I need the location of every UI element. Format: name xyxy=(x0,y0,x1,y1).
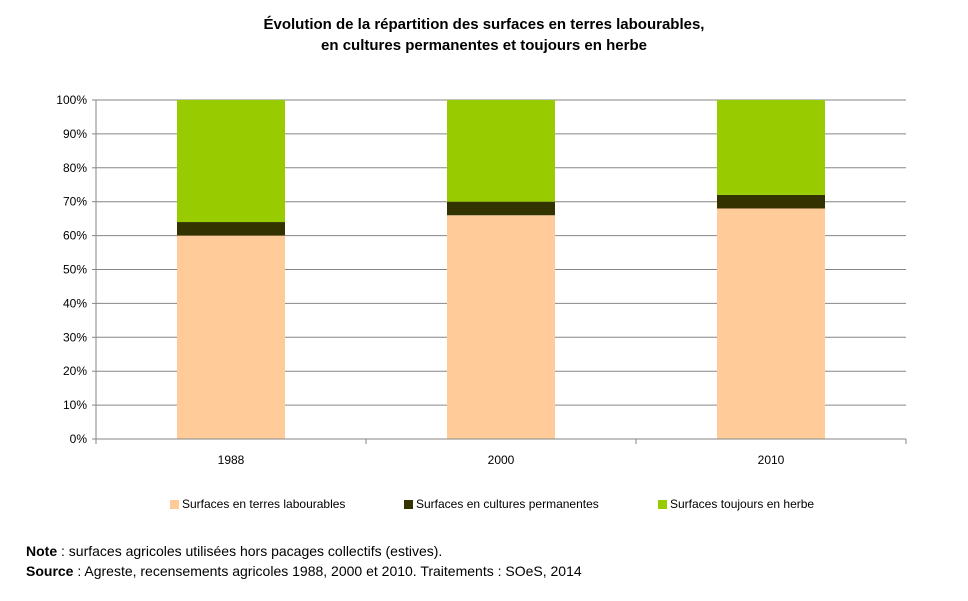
x-tick-label: 1988 xyxy=(218,453,245,467)
bar-segment xyxy=(717,208,825,439)
source-text: : Agreste, recensements agricoles 1988, … xyxy=(73,563,582,579)
y-tick-label: 0% xyxy=(70,432,88,446)
bars xyxy=(177,100,825,439)
legend-label: Surfaces toujours en herbe xyxy=(670,497,815,511)
note-label: Note xyxy=(26,543,58,559)
y-tick-label: 90% xyxy=(63,127,87,141)
bar-segment xyxy=(177,222,285,236)
chart-title-line-1: Évolution de la répartition des surfaces… xyxy=(263,16,705,33)
source-line: Source : Agreste, recensements agricoles… xyxy=(26,561,582,581)
legend-item: Surfaces en terres labourables xyxy=(170,497,345,511)
y-axis-ticks: 0% 10% 20% 30% 40% 50% 60% 70% 80% 90% 100% xyxy=(56,93,96,446)
y-tick-label: 30% xyxy=(63,330,87,344)
bar-segment xyxy=(447,215,555,439)
bar-segment xyxy=(177,235,285,439)
y-tick-label: 40% xyxy=(63,296,87,310)
bar-segment xyxy=(717,194,825,209)
source-label: Source xyxy=(26,563,74,579)
x-axis-ticks: 1988 2000 2010 xyxy=(95,439,907,467)
note-line: Note : surfaces agricoles utilisées hors… xyxy=(26,541,582,561)
bar-segment xyxy=(447,100,555,202)
chart-title-line-2: en cultures permanentes et toujours en h… xyxy=(321,37,647,54)
y-tick-label: 10% xyxy=(63,398,87,412)
chart-title: Évolution de la répartition des surfaces… xyxy=(0,14,968,56)
legend-swatch xyxy=(404,499,413,509)
x-tick-label: 2000 xyxy=(488,453,515,467)
note-text: : surfaces agricoles utilisées hors paca… xyxy=(57,543,443,559)
bar-segment xyxy=(447,201,555,216)
legend-item: Surfaces en cultures permanentes xyxy=(404,497,599,511)
legend-label: Surfaces en cultures permanentes xyxy=(416,497,599,511)
y-tick-label: 80% xyxy=(63,161,87,175)
legend-swatch xyxy=(170,499,179,509)
x-tick-label: 2010 xyxy=(758,453,785,467)
y-tick-label: 60% xyxy=(63,229,87,243)
legend-label: Surfaces en terres labourables xyxy=(182,497,346,511)
chart-notes: Note : surfaces agricoles utilisées hors… xyxy=(26,541,582,581)
legend-item: Surfaces toujours en herbe xyxy=(658,497,814,511)
bar-segment xyxy=(177,100,285,223)
axes xyxy=(95,100,906,440)
y-tick-label: 20% xyxy=(63,364,87,378)
legend-swatch xyxy=(658,499,667,509)
y-tick-label: 100% xyxy=(56,93,87,107)
y-tick-label: 70% xyxy=(63,195,87,209)
y-tick-label: 50% xyxy=(63,263,87,277)
bar-segment xyxy=(717,100,825,195)
